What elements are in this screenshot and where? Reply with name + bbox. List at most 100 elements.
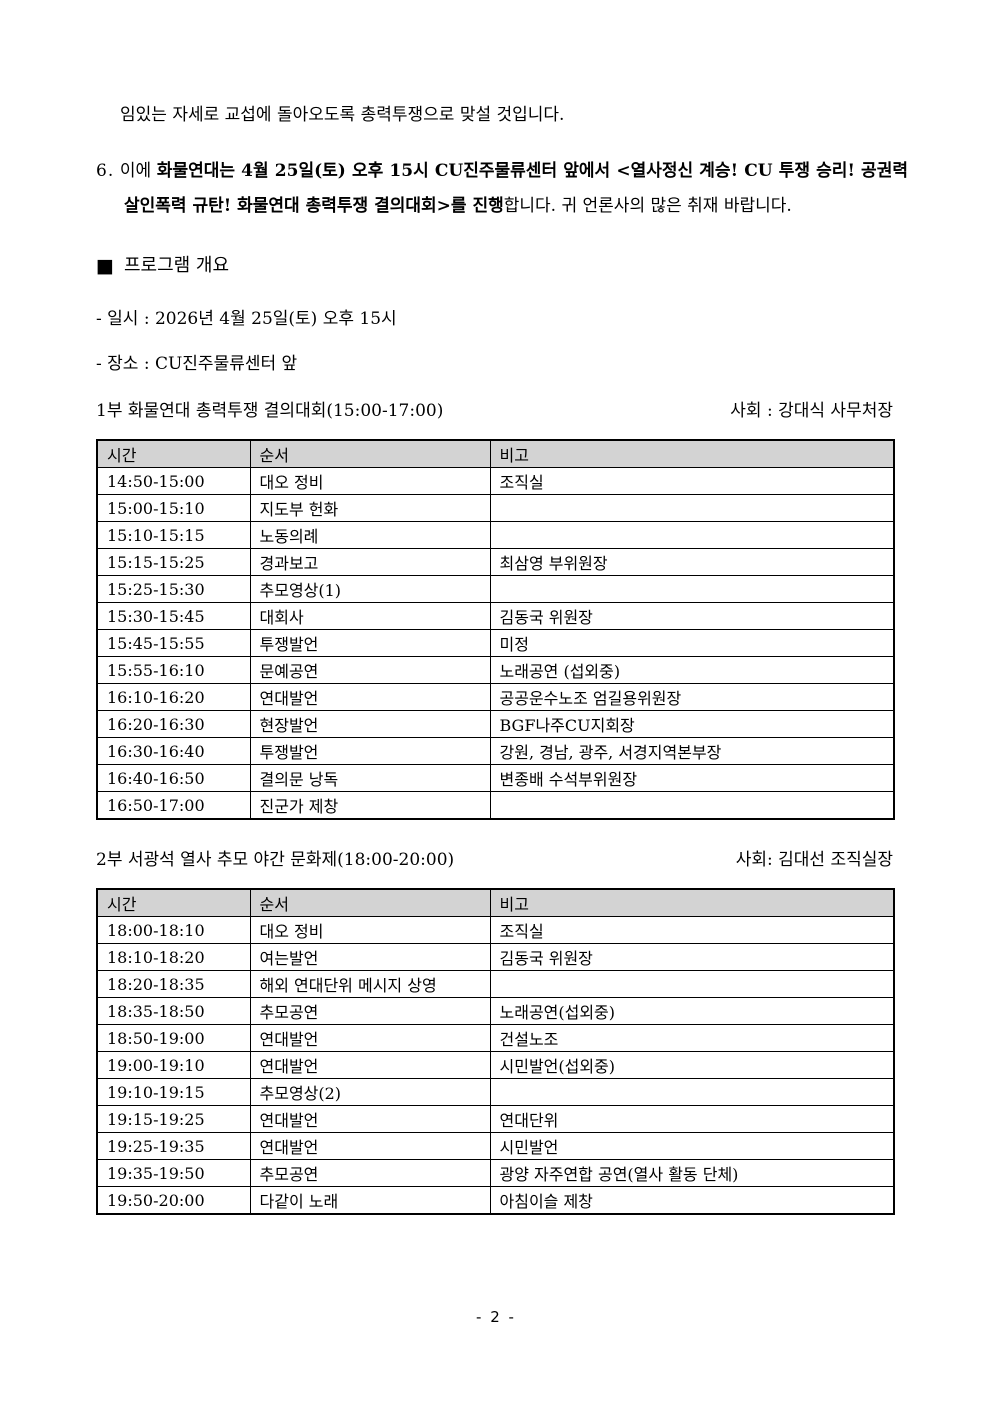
part1-heading: 1부 화물연대 총력투쟁 결의대회(15:00-17:00) 사회 : 강대식 … bbox=[96, 400, 893, 423]
table-cell: 노래공연 (섭외중) bbox=[489, 656, 895, 684]
table-row: 15:25-15:30 추모영상(1) bbox=[96, 575, 895, 603]
column-header: 순서 bbox=[249, 888, 491, 917]
table-row: 16:50-17:00 진군가 제창 bbox=[96, 791, 895, 820]
item6-suffix: 합니다. 귀 언론사의 많은 취재 바랍니다. bbox=[503, 196, 792, 216]
place-line: - 장소 : CU진주물류센터 앞 bbox=[96, 354, 298, 374]
table-cell bbox=[489, 1078, 895, 1106]
table-cell: 대회사 bbox=[249, 602, 491, 630]
table-row: 16:20-16:30 현장발언 BGF나주CU지회장 bbox=[96, 710, 895, 738]
table-cell: 추모공연 bbox=[249, 997, 491, 1025]
table-cell: 18:10-18:20 bbox=[96, 943, 251, 971]
program-overview-title: 프로그램 개요 bbox=[123, 255, 230, 276]
table-row: 15:45-15:55 투쟁발언 미정 bbox=[96, 629, 895, 657]
program-overview-heading: ■ 프로그램 개요 bbox=[96, 254, 908, 277]
table-row: 15:15-15:25 경과보고 최삼영 부위원장 bbox=[96, 548, 895, 576]
table-cell: 15:15-15:25 bbox=[96, 548, 251, 576]
table-cell: 변종배 수석부위원장 bbox=[489, 764, 895, 792]
table-row: 18:10-18:20 여는발언 김동국 위원장 bbox=[96, 943, 895, 971]
table-cell: 16:40-16:50 bbox=[96, 764, 251, 792]
table-cell: 16:20-16:30 bbox=[96, 710, 251, 738]
table-cell: 김동국 위원장 bbox=[489, 602, 895, 630]
table-cell: 18:50-19:00 bbox=[96, 1024, 251, 1052]
table-cell: 김동국 위원장 bbox=[489, 943, 895, 971]
table-cell: 미정 bbox=[489, 629, 895, 657]
table-cell: 노래공연(섭외중) bbox=[489, 997, 895, 1025]
table-cell: 최삼영 부위원장 bbox=[489, 548, 895, 576]
list-item-6: 6. 이에 화물연대는 4월 25일(토) 오후 15시 CU진주물류센터 앞에… bbox=[96, 154, 908, 224]
table-cell: 대오 정비 bbox=[249, 916, 491, 944]
column-header: 시간 bbox=[96, 439, 251, 468]
table-cell: 15:30-15:45 bbox=[96, 602, 251, 630]
table-cell: 연대발언 bbox=[249, 1132, 491, 1160]
table-cell: 지도부 헌화 bbox=[249, 494, 491, 522]
part1-title: 1부 화물연대 총력투쟁 결의대회(15:00-17:00) bbox=[96, 401, 444, 421]
table-row: 19:35-19:50 추모공연 광양 자주연합 공연(열사 활동 단체) bbox=[96, 1159, 895, 1187]
column-header: 비고 bbox=[489, 439, 895, 468]
table-cell: 추모영상(2) bbox=[249, 1078, 491, 1106]
column-header: 비고 bbox=[489, 888, 895, 917]
table-cell: 투쟁발언 bbox=[249, 737, 491, 765]
table-cell: 19:15-19:25 bbox=[96, 1105, 251, 1133]
table-cell: 16:30-16:40 bbox=[96, 737, 251, 765]
part2-host: 사회: 김대선 조직실장 bbox=[735, 850, 893, 870]
table-cell: 19:50-20:00 bbox=[96, 1186, 251, 1215]
paragraph-continuation: 임있는 자세로 교섭에 돌아오도록 총력투쟁으로 맞설 것입니다. bbox=[120, 105, 565, 125]
table-cell: 추모영상(1) bbox=[249, 575, 491, 603]
table-cell: 18:35-18:50 bbox=[96, 997, 251, 1025]
table-cell: 16:50-17:00 bbox=[96, 791, 251, 820]
table-cell: 14:50-15:00 bbox=[96, 467, 251, 495]
part1-schedule-table: 시간 순서 비고 14:50-15:00 대오 정비 조직실 15:00-15:10 지도부 … bbox=[96, 439, 895, 820]
table-row: 16:10-16:20 연대발언 공공운수노조 엄길용위원장 bbox=[96, 683, 895, 711]
table-cell: 15:00-15:10 bbox=[96, 494, 251, 522]
table-cell: 16:10-16:20 bbox=[96, 683, 251, 711]
table-cell: 해외 연대단위 메시지 상영 bbox=[249, 970, 491, 998]
table-row: 18:00-18:10 대오 정비 조직실 bbox=[96, 916, 895, 944]
table-row: 19:10-19:15 추모영상(2) bbox=[96, 1078, 895, 1106]
part2-title: 2부 서광석 열사 추모 야간 문화제(18:00-20:00) bbox=[96, 850, 455, 870]
table-cell: 연대단위 bbox=[489, 1105, 895, 1133]
table-row: 19:25-19:35 연대발언 시민발언 bbox=[96, 1132, 895, 1160]
table-cell: 현장발언 bbox=[249, 710, 491, 738]
table-cell: 19:00-19:10 bbox=[96, 1051, 251, 1079]
table-cell: 19:10-19:15 bbox=[96, 1078, 251, 1106]
table-cell bbox=[489, 575, 895, 603]
table-cell: 진군가 제창 bbox=[249, 791, 491, 820]
table-row: 19:50-20:00 다같이 노래 아침이슬 제창 bbox=[96, 1186, 895, 1215]
page-number: - 2 - bbox=[476, 1308, 516, 1326]
table-cell: 조직실 bbox=[489, 467, 895, 495]
table-header-row: 시간 순서 비고 bbox=[96, 888, 895, 917]
table-cell: 추모공연 bbox=[249, 1159, 491, 1187]
table-cell: 결의문 낭독 bbox=[249, 764, 491, 792]
table-row: 18:35-18:50 추모공연 노래공연(섭외중) bbox=[96, 997, 895, 1025]
table-cell: 노동의례 bbox=[249, 521, 491, 549]
table-cell: 조직실 bbox=[489, 916, 895, 944]
table-cell: 여는발언 bbox=[249, 943, 491, 971]
table-cell: 경과보고 bbox=[249, 548, 491, 576]
table-row: 16:40-16:50 결의문 낭독 변종배 수석부위원장 bbox=[96, 764, 895, 792]
table-cell: 19:35-19:50 bbox=[96, 1159, 251, 1187]
table-cell: 대오 정비 bbox=[249, 467, 491, 495]
table-cell bbox=[489, 791, 895, 820]
table-cell bbox=[489, 494, 895, 522]
table-cell: 연대발언 bbox=[249, 1105, 491, 1133]
item6-prefix: 이에 bbox=[114, 161, 157, 181]
date-line: - 일시 : 2026년 4월 25일(토) 오후 15시 bbox=[96, 309, 397, 329]
table-cell: 아침이슬 제창 bbox=[489, 1186, 895, 1215]
column-header: 시간 bbox=[96, 888, 251, 917]
part1-host: 사회 : 강대식 사무처장 bbox=[730, 401, 893, 421]
item-number: 6. bbox=[96, 161, 115, 181]
table-cell: 투쟁발언 bbox=[249, 629, 491, 657]
table-cell: BGF나주CU지회장 bbox=[489, 710, 895, 738]
table-cell: 강원, 경남, 광주, 서경지역본부장 bbox=[489, 737, 895, 765]
table-cell: 15:45-15:55 bbox=[96, 629, 251, 657]
table-row: 15:55-16:10 문예공연 노래공연 (섭외중) bbox=[96, 656, 895, 684]
table-cell: 연대발언 bbox=[249, 683, 491, 711]
table-row: 18:20-18:35 해외 연대단위 메시지 상영 bbox=[96, 970, 895, 998]
table-cell: 건설노조 bbox=[489, 1024, 895, 1052]
table-cell: 시민발언 bbox=[489, 1132, 895, 1160]
table-cell: 다같이 노래 bbox=[249, 1186, 491, 1215]
table-cell: 공공운수노조 엄길용위원장 bbox=[489, 683, 895, 711]
table-cell: 연대발언 bbox=[249, 1051, 491, 1079]
table-cell: 광양 자주연합 공연(열사 활동 단체) bbox=[489, 1159, 895, 1187]
